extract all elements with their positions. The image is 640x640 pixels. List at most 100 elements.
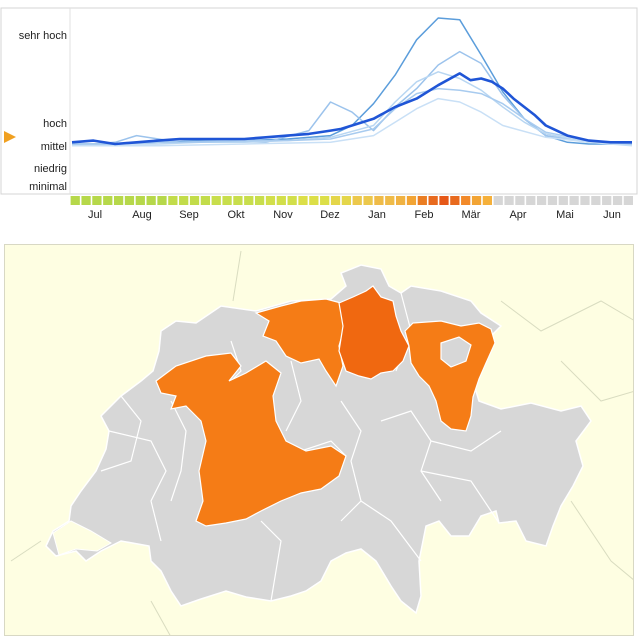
x-tick-okt: Okt (227, 209, 244, 221)
neighbor-border-line (10, 540, 42, 562)
canton-border-line (430, 430, 502, 452)
neighbor-borders (10, 250, 633, 635)
week-activity-cell (558, 196, 568, 205)
x-tick-dez: Dez (320, 209, 340, 221)
week-activity-cell (189, 196, 200, 205)
week-activity-cell (276, 196, 286, 205)
week-activity-cell (200, 196, 210, 205)
y-label-mittel: mittel (41, 141, 67, 153)
week-activity-cell (168, 196, 178, 205)
week-activity-cell (254, 196, 265, 205)
neighbor-border-line (150, 600, 171, 635)
week-activity-cell (179, 196, 189, 205)
week-activity-cell (612, 196, 623, 205)
series-line-past-season-4 (72, 87, 633, 145)
week-activity-cell (515, 196, 525, 205)
week-activity-cell (146, 196, 156, 205)
x-tick-feb: Feb (415, 209, 434, 221)
week-activity-cell (569, 196, 579, 205)
week-activity-cell (439, 196, 449, 205)
switzerland-map-panel (4, 244, 634, 636)
week-activity-cell (461, 196, 471, 205)
week-activity-cell (395, 196, 406, 205)
week-activity-cell (157, 196, 167, 205)
x-tick-nov: Nov (273, 209, 293, 221)
switzerland-region-map (10, 250, 633, 635)
week-activity-cell (471, 196, 482, 205)
neighbor-border-line (560, 360, 633, 402)
week-activity-cell (374, 196, 384, 205)
appenzell-enclave (440, 336, 472, 368)
week-activity-cell (124, 196, 135, 205)
region-aargau-basel (254, 298, 347, 388)
week-activity-cell (113, 196, 124, 205)
canton-borders (100, 292, 502, 602)
week-activity-cell (135, 196, 145, 205)
x-tick-jul: Jul (88, 209, 102, 221)
week-activity-cell (547, 196, 558, 205)
y-label-hoch: hoch (43, 118, 67, 130)
week-activity-cell (385, 196, 395, 205)
week-activity-cell (233, 196, 243, 205)
canton-border-line (360, 500, 422, 562)
week-activity-cell (352, 196, 362, 205)
week-activity-cell (341, 196, 351, 205)
week-activity-cell (287, 196, 297, 205)
week-activity-cell (417, 196, 427, 205)
week-activity-cell (602, 196, 612, 205)
week-activity-cell (363, 196, 373, 205)
week-activity-cell (536, 196, 547, 205)
canton-border-line (260, 520, 282, 602)
week-activity-cell (428, 196, 438, 205)
week-activity-cell (298, 196, 308, 205)
neighbor-border-line (500, 300, 633, 332)
region-ostschweiz (404, 320, 496, 432)
lake-geneva (52, 520, 112, 556)
x-tick-jun: Jun (603, 209, 621, 221)
week-activity-cell (526, 196, 536, 205)
x-tick-jan: Jan (368, 209, 386, 221)
neighbor-border-line (570, 500, 633, 580)
week-activity-cell (222, 196, 232, 205)
chart-frame (0, 7, 638, 195)
week-activity-cell (211, 196, 221, 205)
y-label-minimal: minimal (29, 181, 67, 193)
week-activity-cell (265, 196, 276, 205)
x-tick-maer: Mär (462, 209, 481, 221)
canton-border-line (420, 470, 500, 524)
week-activity-cell (504, 196, 514, 205)
canton-border-line (340, 400, 362, 522)
y-label-niedrig: niedrig (34, 163, 67, 175)
week-activity-cell (81, 196, 91, 205)
week-activity-cell (591, 196, 601, 205)
week-activity-cell (244, 196, 254, 205)
influenza-trend-chart: sehr hoch hoch mittel niedrig minimal Ju… (0, 7, 638, 221)
current-level-marker-icon (4, 131, 16, 143)
week-activity-cell (406, 196, 417, 205)
neighbor-border-line (232, 250, 242, 302)
x-tick-apr: Apr (509, 209, 526, 221)
week-activity-cell (70, 196, 80, 205)
canton-border-line (300, 440, 347, 457)
week-activity-cell (493, 196, 503, 205)
y-label-sehr-hoch: sehr hoch (19, 30, 67, 42)
week-activity-cell (580, 196, 590, 205)
canton-border-line (285, 360, 302, 432)
x-tick-sep: Sep (179, 209, 199, 221)
canton-border-line (170, 400, 187, 502)
canton-border-line (100, 395, 142, 472)
week-activity-cell (309, 196, 319, 205)
series-line-past-season-5 (72, 97, 633, 147)
x-tick-mai: Mai (556, 209, 574, 221)
week-activity-cell (92, 196, 102, 205)
series-line-current-season (71, 72, 632, 146)
week-activity-cell (450, 196, 460, 205)
x-tick-aug: Aug (132, 209, 152, 221)
week-activity-cell (320, 196, 330, 205)
region-bern (155, 352, 347, 527)
week-activity-cell (482, 196, 492, 205)
week-activity-cell (103, 196, 113, 205)
week-activity-cell (623, 196, 633, 205)
region-zuerich (338, 285, 410, 380)
week-activity-cell (330, 196, 341, 205)
